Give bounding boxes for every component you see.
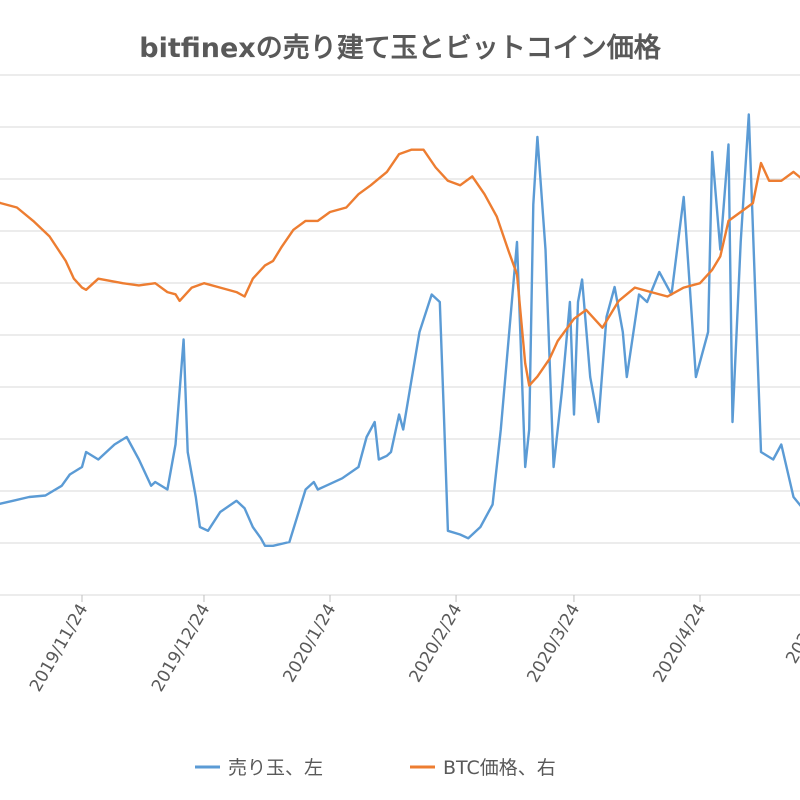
x-tick-label: 2020/4/24 [649,601,710,686]
legend-label-btc: BTC価格、右 [443,757,556,779]
x-tick-label: 2020/3/24 [523,601,584,686]
x-tick-label: 2019/12/24 [148,601,214,696]
legend: 売り玉、左 BTC価格、右 [195,757,556,779]
chart-title: bitfinexの売り建て玉とビットコイン価格 [139,33,661,64]
x-tick-labels: 2019/11/24 2019/12/24 2020/1/24 2020/2/24 20… [26,595,800,695]
x-tick-label: 2020/2/24 [405,601,466,686]
series-lines [0,113,800,547]
series-line-sell-positions [0,113,800,547]
x-tick-label: 2020/5/ [782,600,800,667]
legend-label-sell: 売り玉、左 [228,757,323,779]
x-tick-label: 2019/11/24 [26,601,92,696]
x-tick-label: 2020/1/24 [279,601,340,686]
gridlines [0,74,800,596]
series-line-btc-price [0,148,800,387]
